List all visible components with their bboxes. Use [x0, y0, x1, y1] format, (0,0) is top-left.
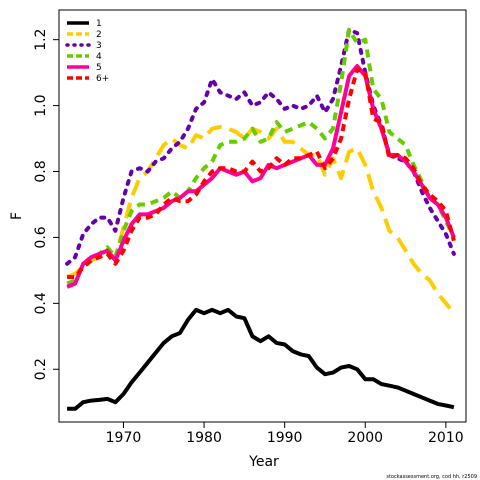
credit-text: stockassessment.org, cod hh, r2509: [386, 474, 477, 480]
legend-label: 3: [96, 41, 102, 51]
y-tick-label: 0.6: [33, 226, 49, 248]
series-line-1: [67, 307, 455, 411]
x-tick-label: 2000: [347, 430, 383, 446]
y-tick-label: 1.2: [33, 29, 49, 51]
x-tick-label: 1980: [186, 430, 222, 446]
series-line-2: [66, 125, 456, 315]
y-tick-label: 0.4: [33, 292, 49, 314]
legend-label: 1: [96, 19, 102, 29]
y-axis: 0.2 0.4 0.6 0.8 1.0 1.2: [33, 29, 59, 380]
x-axis-label: Year: [248, 454, 279, 470]
x-tick-label: 1970: [106, 430, 142, 446]
x-tick-label: 1990: [267, 430, 303, 446]
series-line-4: [66, 27, 456, 286]
legend-label: 4: [96, 52, 102, 62]
legend-label: 5: [96, 63, 102, 73]
series-line-6: [67, 67, 456, 279]
y-tick-label: 1.0: [33, 94, 49, 116]
series-lines: [65, 27, 456, 411]
y-axis-label: F: [9, 212, 25, 220]
y-tick-label: 0.8: [33, 160, 49, 182]
x-tick-label: 2010: [428, 430, 464, 446]
legend-label: 2: [96, 30, 102, 40]
plot-frame: [58, 9, 467, 423]
y-tick-label: 0.2: [33, 358, 49, 380]
legend-label: 6+: [96, 74, 109, 84]
x-axis: 1970 1980 1990 2000 2010: [106, 422, 464, 446]
